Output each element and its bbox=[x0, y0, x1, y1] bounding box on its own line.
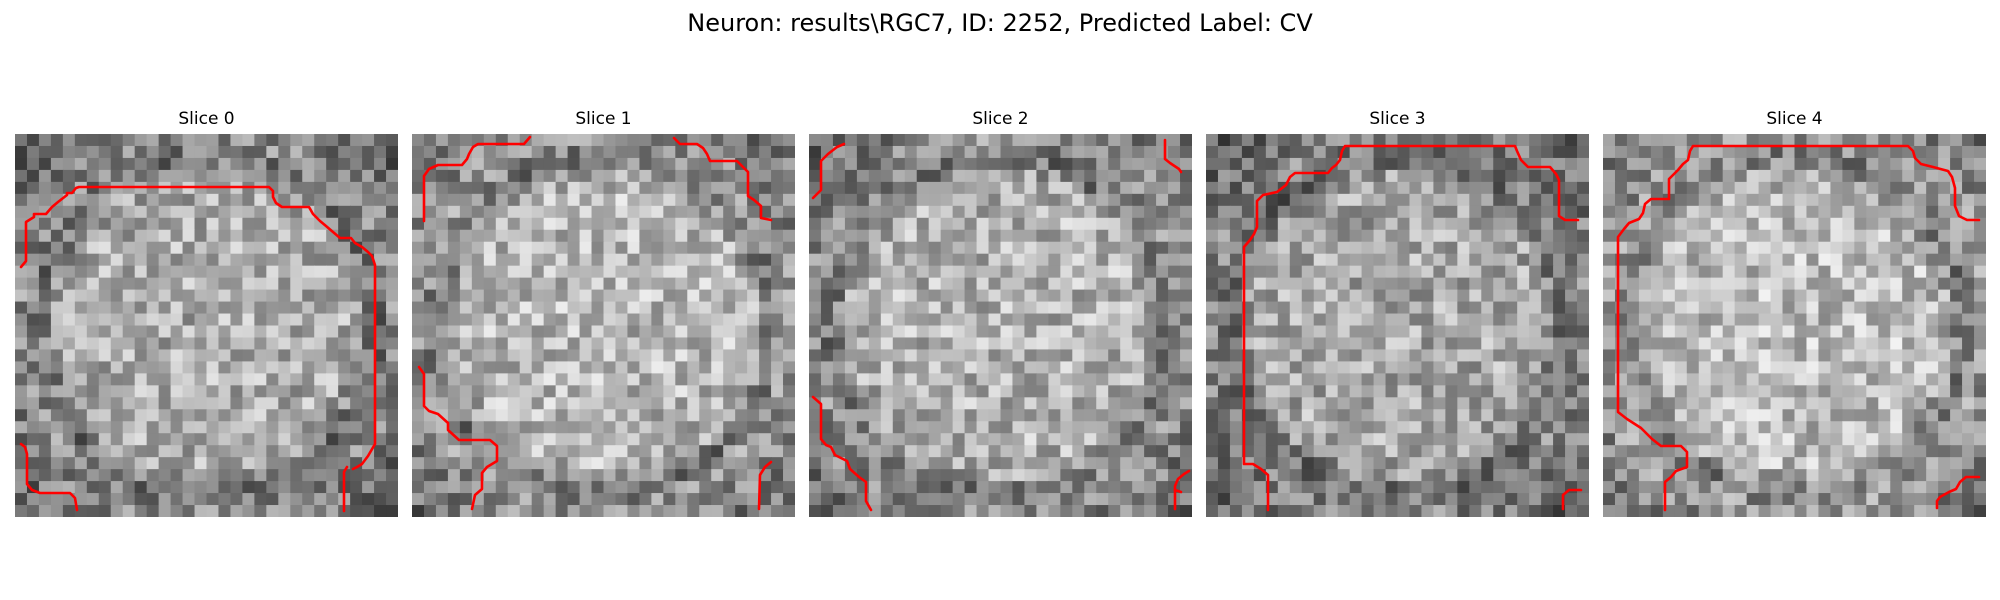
slice-title: Slice 4 bbox=[1603, 108, 1986, 130]
slice-title: Slice 3 bbox=[1206, 108, 1589, 130]
slice-image bbox=[412, 134, 795, 517]
slice-image bbox=[1603, 134, 1986, 517]
slice-panel-0: Slice 0 bbox=[15, 108, 398, 517]
slice-panel-2: Slice 2 bbox=[809, 108, 1192, 517]
slice-title: Slice 0 bbox=[15, 108, 398, 130]
slice-image bbox=[15, 134, 398, 517]
slice-panel-3: Slice 3 bbox=[1206, 108, 1589, 517]
slice-title: Slice 2 bbox=[809, 108, 1192, 130]
slice-panel-4: Slice 4 bbox=[1603, 108, 1986, 517]
slice-image bbox=[1206, 134, 1589, 517]
slice-image bbox=[809, 134, 1192, 517]
slice-title: Slice 1 bbox=[412, 108, 795, 130]
slice-panel-1: Slice 1 bbox=[412, 108, 795, 517]
figure-title: Neuron: results\RGC7, ID: 2252, Predicte… bbox=[0, 6, 2000, 40]
